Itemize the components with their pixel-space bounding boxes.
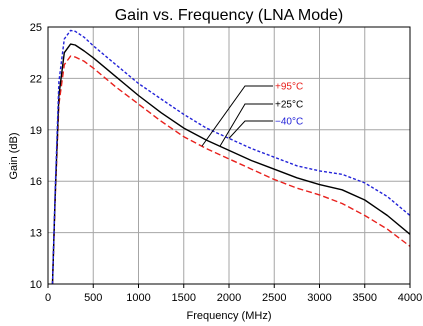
y-tick-label: 10 (30, 279, 42, 291)
legend-leader-line (219, 103, 273, 147)
grid (48, 27, 410, 284)
x-tick-label: 3500 (353, 292, 377, 304)
x-tick-label: 1500 (172, 292, 196, 304)
legend-entry: +25°C (275, 100, 303, 111)
x-tick-label: 0 (45, 292, 51, 304)
chart-title: Gain vs. Frequency (LNA Mode) (115, 7, 344, 24)
y-tick-label: 16 (30, 176, 42, 188)
y-tick-label: 22 (30, 73, 42, 85)
y-axis-label: Gain (dB) (8, 132, 20, 179)
legend-entry: +95°C (275, 82, 303, 93)
series-line-1 (51, 43, 411, 285)
y-tick-labels: 10 13 16 19 22 25 (30, 22, 42, 291)
series-layer (51, 29, 411, 285)
x-tick-label: 3000 (307, 292, 331, 304)
x-tick-label: 2500 (262, 292, 286, 304)
x-tick-label: 4000 (398, 292, 422, 304)
x-tick-label: 2000 (217, 292, 241, 304)
y-tick-label: 13 (30, 228, 42, 240)
legend: +95°C +25°C −40°C (201, 82, 303, 147)
legend-entry: −40°C (275, 117, 303, 128)
series-line-0 (51, 55, 411, 285)
legend-leader-line (228, 120, 273, 139)
y-tick-label: 19 (30, 125, 42, 137)
legend-leader-line (201, 85, 273, 147)
x-axis-label: Frequency (MHz) (187, 310, 272, 322)
series-line-2 (51, 29, 411, 285)
x-tick-label: 500 (84, 292, 102, 304)
y-tick-label: 25 (30, 22, 42, 34)
x-tick-label: 1000 (126, 292, 150, 304)
x-tick-labels: 0 500 1000 1500 2000 2500 3000 3500 4000 (45, 284, 422, 304)
